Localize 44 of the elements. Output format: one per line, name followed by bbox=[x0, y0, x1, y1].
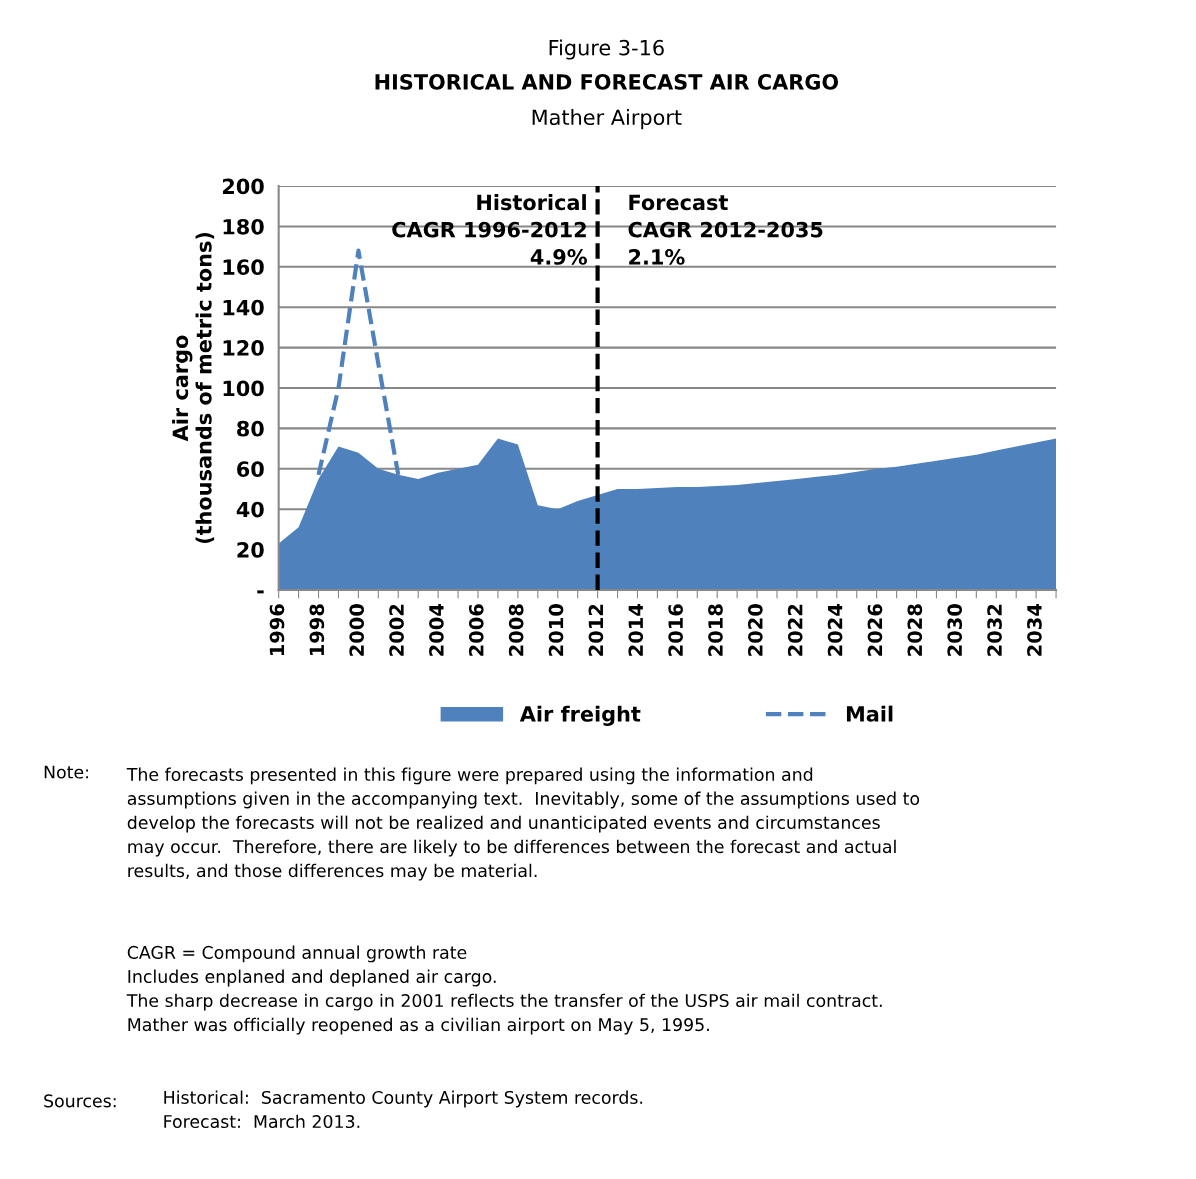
legend-label: Mail bbox=[846, 705, 893, 722]
x-tick-label: 2016 bbox=[668, 604, 683, 656]
x-tick-label: 2026 bbox=[867, 604, 883, 656]
x-tick-label: 2022 bbox=[787, 604, 803, 656]
x-tick-label: 2018 bbox=[708, 604, 723, 656]
chart-title: HISTORICAL AND FORECAST AIR CARGO bbox=[375, 74, 839, 90]
x-tick-label: 2032 bbox=[987, 604, 1002, 656]
text: Note: bbox=[44, 765, 88, 779]
text: Historical: Sacramento County Airport System records. Forecast: March 2013. bbox=[164, 1090, 643, 1129]
x-tick-label: 2004 bbox=[429, 604, 444, 656]
y-tick-label: 120 bbox=[223, 340, 264, 356]
y-tick-label: 20 bbox=[237, 542, 264, 558]
x-tick-label: 2002 bbox=[389, 604, 404, 656]
annotation: Forecast CAGR 2012-2035 2.1% bbox=[628, 194, 823, 265]
y-tick-label: 160 bbox=[223, 259, 264, 276]
x-tick-label: 2028 bbox=[907, 604, 923, 656]
text: The forecasts presented in this figure were prepared using the information and assumptions given in the accompanying text. Inevitably, some of the assumptions used to develop the forecasts will not be realized and unanticipated events and circumstances may occur. Therefore, there are likely to be differences between the forecast and actual results, and those differences may be material. bbox=[126, 767, 920, 881]
y-tick-label: 200 bbox=[222, 178, 264, 195]
y-tick-label: 140 bbox=[223, 299, 264, 316]
x-tick-label: 2030 bbox=[947, 604, 963, 656]
y-tick-label: 60 bbox=[237, 461, 264, 478]
x-tick-label: 2008 bbox=[508, 604, 524, 656]
y-tick-label: - bbox=[257, 590, 264, 594]
x-tick-label: 2034 bbox=[1027, 604, 1042, 656]
y-tick-label: 40 bbox=[236, 501, 264, 518]
x-tick-label: 2024 bbox=[827, 604, 843, 656]
text: CAGR = Compound annual growth rate Includes enplaned and deplaned air cargo. The sharp decrease in cargo in 2001 reflects the transfer of the USPS air mail contract. Mather was officially reopened as a civilian airport on May 5, 1995. bbox=[126, 945, 882, 1035]
x-tick-label: 2014 bbox=[628, 604, 644, 656]
y-axis-title: Air cargo (thousands of metric tons) bbox=[172, 232, 215, 544]
y-tick-label: 100 bbox=[223, 380, 264, 397]
x-tick-label: 2012 bbox=[588, 604, 604, 656]
x-tick-label: 2006 bbox=[468, 604, 484, 656]
y-tick-label: 80 bbox=[237, 420, 264, 437]
x-tick-label: 1996 bbox=[269, 604, 285, 656]
source-note: Sources: bbox=[44, 1094, 116, 1108]
x-tick-label: 2020 bbox=[748, 604, 763, 656]
x-tick-label: 2000 bbox=[349, 604, 365, 656]
caption: Figure 3-16 bbox=[549, 39, 664, 60]
x-tick-label: 2010 bbox=[548, 604, 564, 656]
legend-label: Air freight bbox=[519, 705, 641, 726]
annotation: Historical CAGR 1996-2012 4.9% bbox=[392, 194, 587, 265]
chart-subtitle: Mather Airport bbox=[532, 109, 682, 130]
x-tick-label: 1998 bbox=[309, 604, 325, 656]
y-tick-label: 180 bbox=[223, 218, 264, 235]
